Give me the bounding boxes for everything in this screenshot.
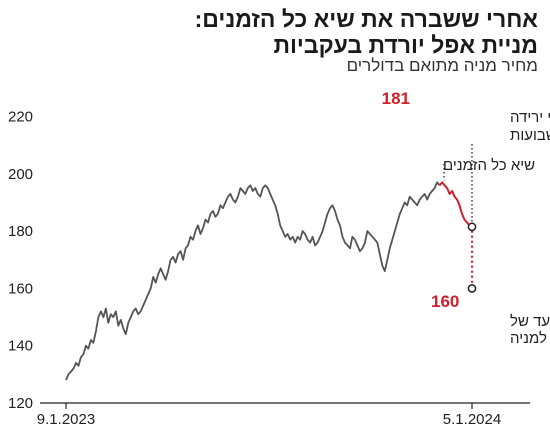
series-line-price (65, 181, 441, 381)
chart-title: אחרי ששברה את שיא כל הזמנים: מניית אפל י… (18, 6, 538, 58)
y-tick-label: 120 (8, 395, 33, 412)
series-line-recent-decline (438, 181, 473, 228)
annotation-target-line-2: ברקליס למניה (510, 330, 550, 347)
x-tick-label: 5.1.2024 (443, 411, 501, 428)
marker-target-price (467, 284, 477, 293)
annotation-current-value: 181 (382, 89, 410, 108)
title-line-1: אחרי ששברה את שיא כל הזמנים: (194, 6, 538, 32)
annotation-target-value: 160 (431, 292, 459, 311)
annotation-target-line-1: מחיר היעד של (510, 313, 550, 330)
y-tick-label: 200 (8, 166, 33, 183)
chart-subtitle: מחיר מניה מתואם בדולרים (346, 56, 538, 75)
y-tick-label: 220 (8, 109, 33, 126)
title-line-2: מניית אפל יורדת בעקביות (273, 32, 538, 58)
y-tick-label: 140 (8, 338, 33, 355)
annotation-current-line-1: המחיר הנוכחי אחרי ירידה (510, 109, 550, 126)
annotation-current-line-2: של 9% בשלושה שבועות (510, 127, 550, 144)
annotation-all-time-high: שיא כל הזמנים (443, 157, 535, 174)
y-tick-label: 160 (8, 280, 33, 297)
x-tick-label: 9.1.2023 (37, 411, 95, 428)
marker-current-price (467, 222, 477, 232)
y-tick-label: 180 (8, 223, 33, 240)
